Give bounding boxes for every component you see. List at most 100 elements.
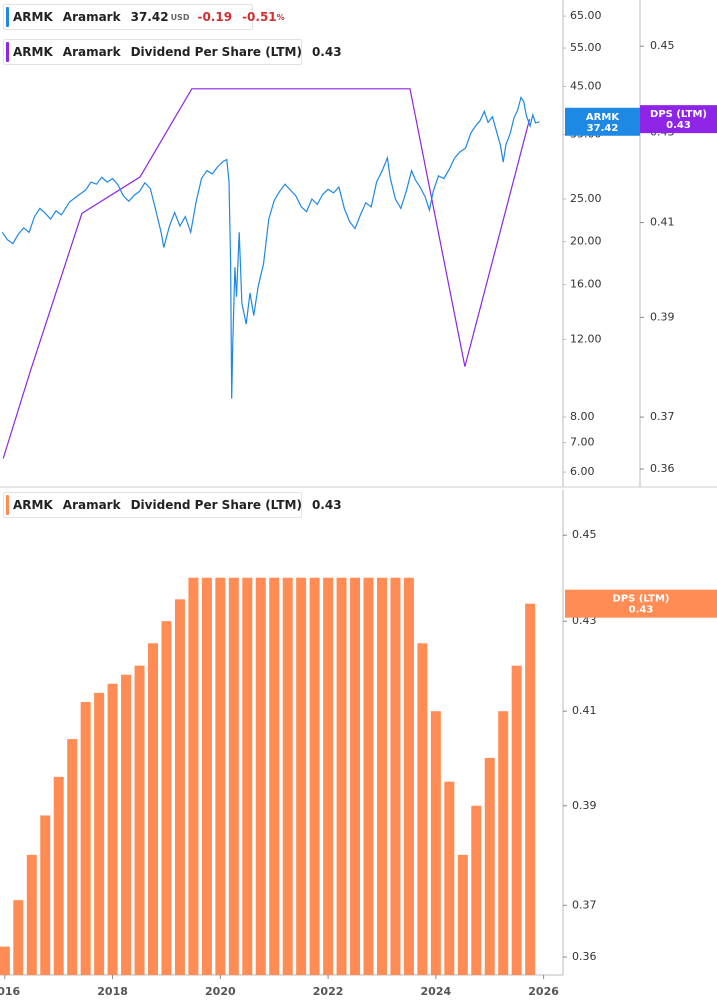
dps-badge-label: DPS (LTM) [650,109,707,120]
current-value: 0.43 [311,498,342,512]
bar [403,577,414,975]
bar [80,702,91,975]
legend-swatch [6,495,9,515]
bar [174,599,185,975]
x-tick-label: 2020 [205,985,236,998]
dps-badge [640,105,717,134]
bar [26,854,37,975]
y-tick-label: 65.00 [570,9,602,22]
y-tick-label: 8.00 [570,410,595,423]
y2-tick-label: 0.45 [650,39,675,52]
bar [484,757,495,975]
legend-swatch [6,7,9,27]
legend-swatch [6,42,9,62]
y-tick-label: 0.45 [572,528,597,541]
bar [215,577,226,975]
series-name: Dividend Per Share (LTM) [130,498,302,512]
y-tick-label: 6.00 [570,465,595,478]
bar [525,603,536,975]
bar [67,739,78,975]
bar [296,577,307,975]
bar [444,781,455,975]
bar [336,577,347,975]
current-value: 0.43 [311,45,342,59]
y-tick-label: 12.00 [570,332,602,345]
y-tick-label: 20.00 [570,235,602,248]
y-tick-label: 55.00 [570,41,602,54]
y-tick-label: 45.00 [570,79,602,92]
ticker: ARMK [13,45,53,59]
bar [13,900,24,975]
bar [134,665,145,975]
y-tick-label: 16.00 [570,277,602,290]
dps-bar-badge-label: DPS (LTM) [613,594,670,605]
y2-tick-label: 0.39 [650,310,675,323]
y-tick-label: 0.41 [572,704,597,717]
bar [471,805,482,975]
bar [498,711,509,975]
currency: USD [170,12,190,22]
dps-badge-value: 0.43 [666,120,691,131]
y-tick-label: 0.37 [572,898,597,911]
bar [242,577,253,975]
bar [94,692,105,975]
x-tick-label: 2024 [421,985,452,998]
pct-sign: % [276,12,285,22]
y2-tick-label: 0.37 [650,410,675,423]
bar [511,665,522,975]
dps-bar-legend: ARMK Aramark Dividend Per Share (LTM) 0.… [3,492,342,518]
bar [107,683,118,975]
bar [323,577,334,975]
y-tick-label: 7.00 [570,436,595,449]
bar [457,854,468,975]
bar [376,577,387,975]
y-tick-label: 0.36 [572,950,597,963]
bar [188,577,199,975]
x-tick-label: 2018 [97,985,128,998]
y2-tick-label: 0.41 [650,216,675,229]
ticker: ARMK [13,498,53,512]
change-pct: -0.51 [242,10,277,24]
dps-bar-badge-value: 0.43 [629,605,654,616]
bar [309,577,320,975]
bar [161,621,172,975]
price: 37.42 [130,10,169,24]
company: Aramark [62,10,121,24]
price-badge-value: 37.42 [587,123,619,134]
series-name: Dividend Per Share (LTM) [130,45,302,59]
y-tick-label: 0.39 [572,799,597,812]
x-tick-label: 2026 [528,985,559,998]
x-tick-label: 2022 [313,985,344,998]
bar [53,776,64,975]
bar [40,815,51,975]
change: -0.19 [197,10,233,24]
bar [363,577,374,975]
line [2,88,531,459]
bar [417,643,428,975]
bar [430,711,441,975]
y-tick-label: 25.00 [570,192,602,205]
bar [201,577,212,975]
x-tick-label: 2016 [0,985,20,998]
bar [282,577,293,975]
company: Aramark [62,45,121,59]
price-badge-label: ARMK [586,112,620,123]
ticker: ARMK [13,10,53,24]
price-badge [565,107,640,136]
bar [228,577,239,975]
y2-tick-label: 0.36 [650,462,675,475]
company: Aramark [62,498,121,512]
bar [121,674,132,975]
price-legend: ARMK Aramark 37.42 USD -0.19 -0.51 % [3,4,285,30]
bar [0,946,10,975]
dps-legend: ARMK Aramark Dividend Per Share (LTM) 0.… [3,39,342,65]
bar [390,577,401,975]
bar [269,577,280,975]
bar [350,577,361,975]
bar [148,643,159,975]
bar [255,577,266,975]
dps-bar-badge [565,589,717,618]
line [1,95,540,399]
